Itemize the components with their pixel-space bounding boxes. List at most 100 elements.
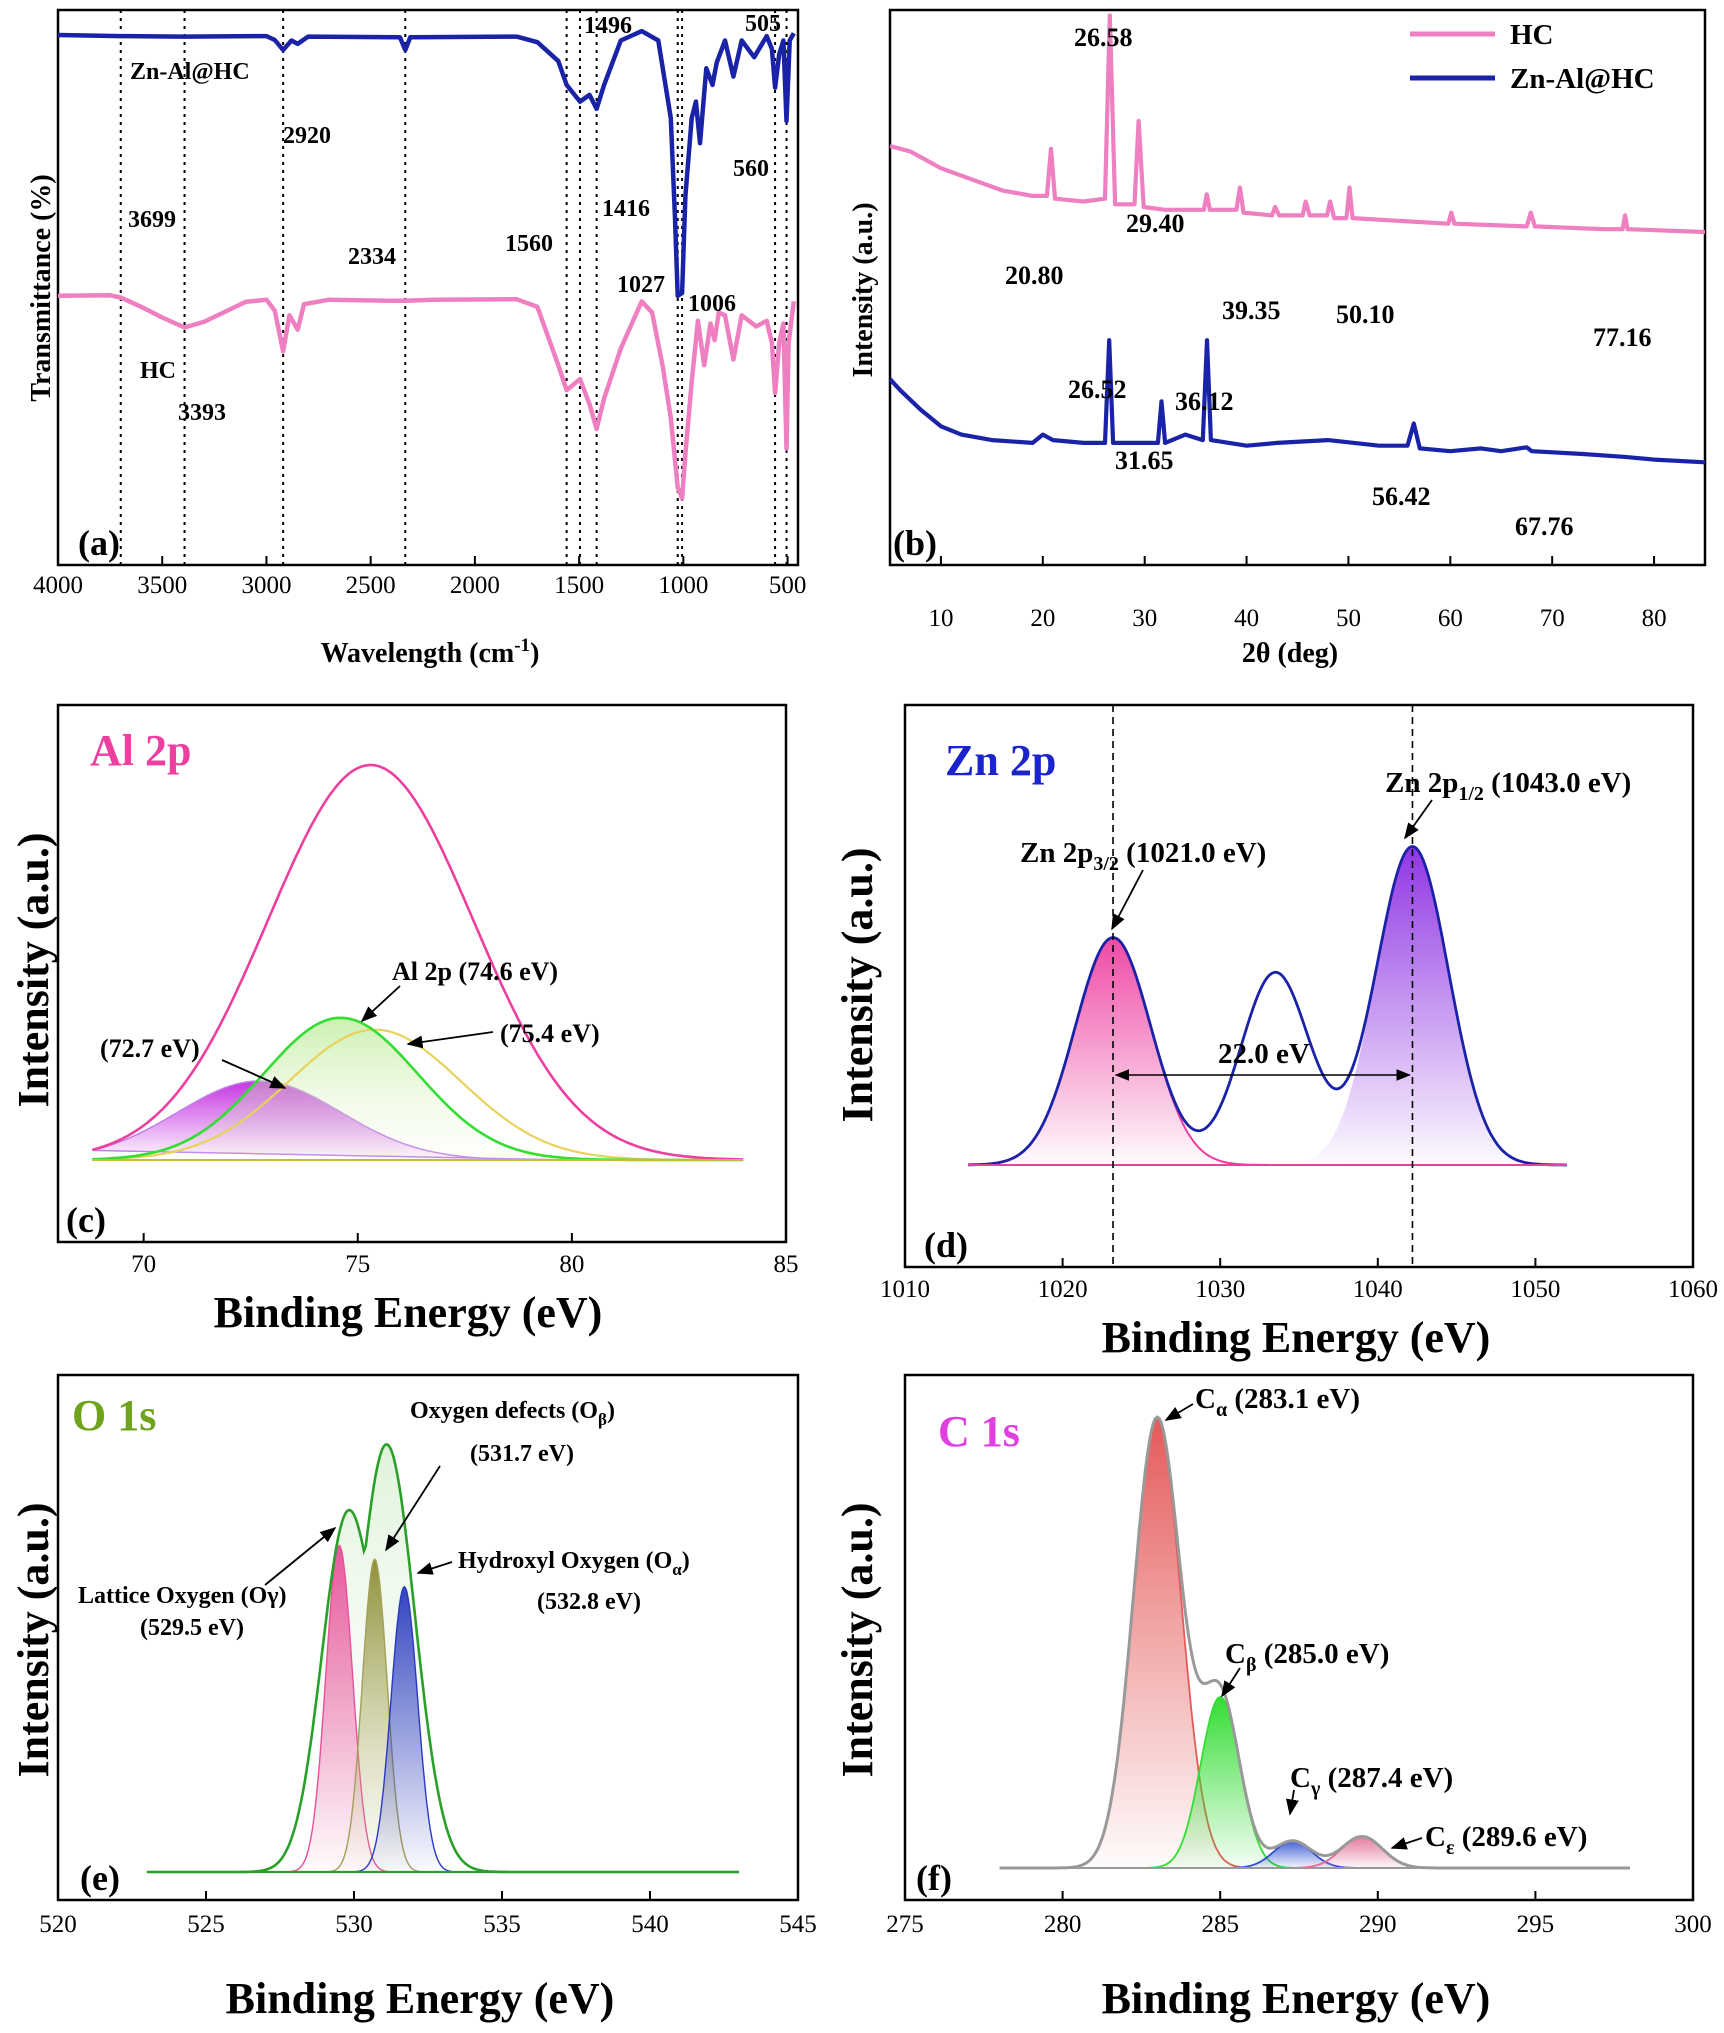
panel-a-series-label-top: Zn-Al@HC [130,59,250,85]
panel-b-x-axis-label: 2θ (deg) [1242,638,1338,669]
panel-c-ann-main: Al 2p (74.6 eV) [392,957,558,986]
x-tick-label: 70 [1540,605,1565,632]
x-tick-label: 4000 [33,572,83,599]
panel-e-arrow-defects [385,1465,441,1552]
x-tick-label: 80 [559,1251,584,1278]
panel-f: 275 280 285 290 295 300 C 1s Cα (283.1 eV) Cβ… [833,1373,1712,2023]
peak-fill-2p12 [1299,846,1552,1165]
series-line-hc [57,293,797,501]
panel-d-ann-32: Zn 2p3/2 (1021.0 eV) [1020,837,1266,875]
panel-f-arrow-gamma [1286,1789,1299,1816]
x-tick-label: 285 [1201,1911,1239,1938]
x-tick-label: 2000 [450,572,500,599]
panel-e: 520 525 530 535 540 545 O 1s Lattice Oxygen (… [9,1373,817,2023]
panel-e-arrow-lattice [264,1526,337,1586]
envelope-fill [146,1444,739,1872]
panel-e-title: O 1s [72,1391,156,1440]
panel-c-ann-left: (72.7 eV) [100,1034,200,1063]
panel-f-y-axis-label: Intensity (a.u.) [833,1502,882,1777]
panel-b-peak-label: 20.80 [1005,261,1064,290]
panel-c: 70 75 80 85 Al 2p Al 2p (74.6 eV) (72.7 eV)… [9,703,799,1337]
panel-f-title: C 1s [938,1407,1020,1456]
x-tick-label: 540 [631,1911,669,1938]
x-tick-label: 3500 [137,572,187,599]
panel-a-peak-label: 3699 [128,207,176,233]
x-tick-label: 1030 [1195,1276,1245,1303]
panel-c-title: Al 2p [90,726,191,775]
panel-e-x-ticks: 520 525 530 535 540 545 [39,1891,817,1938]
panel-d: 1010 1020 1030 1040 1050 1060 Zn 2p Zn 2p3/2 … [833,703,1718,1362]
panel-d-series [967,705,1567,1267]
panel-e-ann-lattice-val: (529.5 eV) [140,1615,244,1641]
panel-e-tag: (e) [80,1858,120,1898]
x-tick-label: 40 [1234,605,1259,632]
x-tick-label: 2500 [346,572,396,599]
panel-e-ann-hydroxyl-val: (532.8 eV) [537,1589,641,1615]
x-tick-label: 75 [345,1251,370,1278]
panel-c-y-axis-label: Intensity (a.u.) [9,832,58,1107]
panel-b-y-axis-label: Intensity (a.u.) [848,202,879,377]
panel-c-tag: (c) [66,1200,106,1240]
x-tick-label: 280 [1044,1911,1082,1938]
x-tick-label: 70 [131,1251,156,1278]
panel-d-y-axis-label: Intensity (a.u.) [833,847,882,1122]
panel-d-arrow-12 [1404,799,1433,840]
envelope-line [91,763,744,1161]
panel-b-peak-label: 67.76 [1515,512,1574,541]
panel-a-x-axis-label: Wavelength (cm-1) [321,635,540,669]
x-tick-label: 525 [187,1911,225,1938]
panel-b-peak-label: 39.35 [1222,296,1281,325]
panel-b-frame [888,8,1707,567]
panel-a-frame [56,8,800,567]
panel-d-ann-12: Zn 2p1/2 (1043.0 eV) [1385,767,1631,805]
panel-c-arrow-right [406,1031,494,1049]
panel-f-ann-beta: Cβ (285.0 eV) [1225,1638,1389,1676]
panel-a-peak-label: 3393 [178,400,226,426]
panel-e-series [146,1443,739,1874]
legend-label-zn: Zn-Al@HC [1510,63,1655,95]
panel-c-arrow-left [221,1059,287,1089]
panel-f-x-ticks: 275 280 285 290 295 300 [886,1891,1712,1938]
x-tick-label: 300 [1674,1911,1712,1938]
x-tick-label: 60 [1438,605,1463,632]
panel-b-peak-label: 29.40 [1126,209,1185,238]
panel-d-frame [903,703,1695,1269]
x-tick-label: 1010 [880,1276,930,1303]
panel-b-peak-label: 31.65 [1115,446,1174,475]
x-tick-label: 535 [483,1911,521,1938]
panel-b-x-ticks: 10 20 30 40 50 60 70 80 [928,556,1667,632]
panel-c-series [91,763,744,1162]
peak-fill-74-6 [92,1017,744,1160]
panel-d-arrow-32 [1111,869,1144,931]
x-tick-label: 30 [1132,605,1157,632]
panel-f-tag: (f) [916,1858,952,1898]
panel-c-ann-right: (75.4 eV) [500,1019,600,1048]
peak-fill-2p32 [968,937,1315,1165]
x-tick-label: 50 [1336,605,1361,632]
panel-c-arrow-main [360,985,401,1023]
x-tick-label: 1060 [1668,1276,1718,1303]
panel-c-x-axis-label: Binding Energy (eV) [214,1288,603,1337]
panel-d-tag: (d) [924,1225,968,1265]
panel-f-ann-alpha: Cα (283.1 eV) [1195,1383,1360,1421]
panel-f-arrow-alpha [1164,1403,1194,1421]
panel-a-peak-label: 1416 [602,196,650,222]
x-tick-label: 80 [1642,605,1667,632]
panel-e-arrow-hydroxyl [416,1561,453,1575]
legend-label-hc: HC [1510,19,1554,51]
panel-c-x-ticks: 70 75 80 85 [131,1233,799,1278]
panel-a-tag: (a) [78,523,120,563]
panel-a-peak-label: 2920 [283,123,331,149]
x-tick-label: 3000 [241,572,291,599]
x-tick-label: 10 [928,605,953,632]
x-tick-label: 85 [774,1251,799,1278]
panel-e-x-axis-label: Binding Energy (eV) [226,1974,615,2023]
x-tick-label: 545 [779,1911,817,1938]
panel-a-peak-label: 1027 [617,272,665,298]
x-tick-label: 1500 [554,572,604,599]
panel-e-ann-defects-val: (531.7 eV) [470,1441,574,1467]
series-line-znalhc [57,28,796,299]
panel-f-arrow-eps [1390,1837,1423,1850]
panel-d-x-axis-label: Binding Energy (eV) [1102,1313,1491,1362]
